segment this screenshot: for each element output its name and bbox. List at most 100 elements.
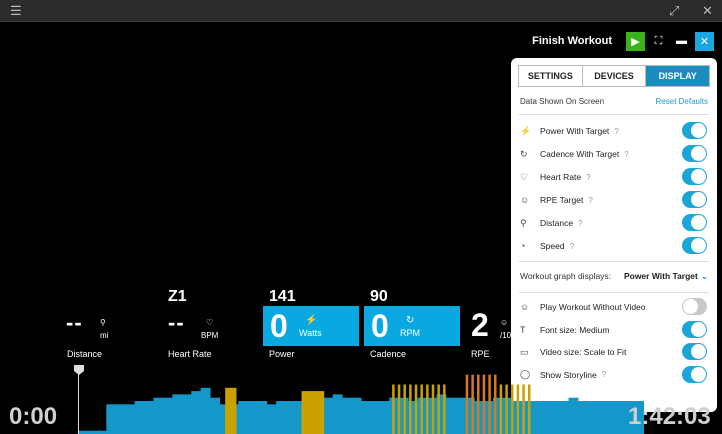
graph-segment — [115, 404, 126, 434]
graph-segment — [200, 387, 211, 434]
remaining-time: 1:42:03 — [628, 403, 711, 430]
display-settings-panel: SETTINGS DEVICES DISPLAY Data Shown On S… — [511, 58, 717, 412]
graph-interval-bar — [420, 384, 423, 434]
row-label: Distance — [540, 218, 574, 228]
setting-row: ☺ RPE Target? — [520, 191, 708, 209]
toggle-switch[interactable] — [682, 365, 707, 383]
setting-row: ⚡ Power With Target? — [520, 122, 708, 140]
info-icon[interactable]: ? — [588, 195, 593, 205]
graph-segment — [162, 397, 173, 434]
graph-segment — [634, 401, 644, 434]
graph-segment — [153, 397, 164, 434]
tab-settings[interactable]: SETTINGS — [519, 66, 583, 86]
graph-interval-bar — [522, 384, 525, 434]
power-target: 141 — [269, 288, 296, 305]
section-header: Data Shown On Screen Reset Defaults — [520, 97, 708, 106]
heart-icon: ♡ — [206, 318, 214, 327]
graph-segment — [464, 397, 475, 434]
power-value: 0 — [270, 308, 288, 344]
distance-unit: mi — [100, 331, 109, 340]
graph-select-label: Workout graph displays: — [520, 271, 612, 281]
graph-segment — [596, 401, 607, 434]
workout-graph[interactable] — [78, 368, 644, 434]
toggle-switch[interactable] — [682, 122, 707, 139]
cadence-icon: ↻ — [406, 315, 415, 326]
row-label: Font size: Medium — [540, 324, 610, 335]
info-icon[interactable]: ? — [578, 218, 583, 228]
graph-segment — [96, 430, 107, 434]
graph-segment — [587, 401, 598, 434]
graph-segment — [294, 401, 305, 434]
info-icon[interactable]: ? — [624, 149, 629, 159]
workout-graph-select[interactable]: Workout graph displays: Power With Targe… — [520, 271, 708, 281]
cadence-box: 0 ↻ RPM — [364, 306, 460, 346]
toggle-switch[interactable] — [682, 343, 707, 360]
play-button[interactable]: ▶ — [626, 31, 645, 51]
row-icon: ☺ — [520, 302, 530, 312]
graph-segment — [247, 401, 258, 434]
graph-select-value[interactable]: Power With Target — [623, 271, 698, 281]
window-close-icon[interactable]: ✕ — [702, 3, 713, 18]
graph-segment — [530, 401, 541, 434]
toggle-switch[interactable] — [682, 168, 707, 185]
info-icon[interactable]: ? — [586, 172, 591, 182]
heart-rate-value: -- — [168, 310, 185, 335]
display-mode-icon[interactable]: ▬ — [676, 35, 687, 47]
row-label: RPE Target — [540, 195, 584, 205]
graph-segment — [87, 430, 98, 434]
graph-interval-bar — [477, 374, 480, 434]
toggle-knob — [691, 146, 706, 161]
graph-segment — [379, 401, 390, 434]
graph-interval-bar — [443, 384, 446, 434]
graph-interval-bar — [465, 374, 469, 434]
rpe-face-icon: ☺ — [500, 318, 509, 327]
graph-segment — [559, 401, 570, 434]
progress-marker-icon[interactable] — [73, 364, 85, 376]
row-icon: ⚡ — [520, 125, 532, 136]
setting-row: ◔ Speed? — [520, 237, 708, 255]
graph-segment — [351, 397, 362, 434]
power-label: Power — [269, 349, 295, 359]
close-panel-button[interactable]: ✕ — [695, 31, 714, 51]
graph-interval-bar — [437, 384, 440, 434]
info-icon[interactable]: ? — [601, 370, 607, 379]
graph-segment — [106, 404, 117, 434]
graph-segment — [408, 401, 419, 434]
graph-interval-bar — [431, 384, 435, 434]
tab-display[interactable]: DISPLAY — [646, 66, 710, 86]
toggle-switch[interactable] — [682, 214, 707, 231]
toggle-switch[interactable] — [682, 145, 707, 162]
graph-interval-bar — [505, 384, 508, 434]
info-icon[interactable]: ? — [569, 241, 575, 251]
toggle-switch[interactable] — [682, 298, 707, 315]
reset-defaults-link[interactable]: Reset Defaults — [655, 97, 708, 106]
chevron-down-icon[interactable]: ⌄ — [700, 271, 708, 281]
toggle-switch[interactable] — [682, 320, 707, 338]
toggle-knob — [683, 299, 698, 314]
graph-segment — [257, 401, 268, 434]
graph-segment — [361, 401, 371, 434]
toggle-switch[interactable] — [682, 237, 707, 254]
graph-segment — [615, 401, 626, 434]
toggle-switch[interactable] — [682, 191, 707, 208]
fullscreen-icon[interactable]: ⤢ — [669, 3, 680, 18]
graph-interval-bar — [409, 384, 412, 434]
graph-segment — [436, 394, 447, 434]
progress-line — [78, 373, 79, 434]
setting-row: ⚲ Distance? — [520, 214, 708, 232]
graph-segment — [577, 401, 588, 434]
hamburger-menu-icon[interactable]: ☰ — [10, 3, 22, 18]
divider — [519, 292, 709, 293]
row-label: Speed — [540, 241, 565, 251]
divider — [519, 114, 709, 115]
graph-segment — [568, 397, 579, 434]
graph-interval-bar — [426, 384, 429, 434]
tab-devices[interactable]: DEVICES — [583, 66, 647, 86]
expand-icon[interactable]: ⛶ — [654, 34, 663, 47]
graph-segment — [521, 401, 532, 434]
row-icon: ♡ — [520, 171, 529, 182]
graph-segment — [493, 397, 503, 434]
distance-value: -- — [66, 310, 83, 335]
finish-workout-button[interactable]: Finish Workout — [532, 35, 612, 47]
info-icon[interactable]: ? — [614, 126, 619, 136]
